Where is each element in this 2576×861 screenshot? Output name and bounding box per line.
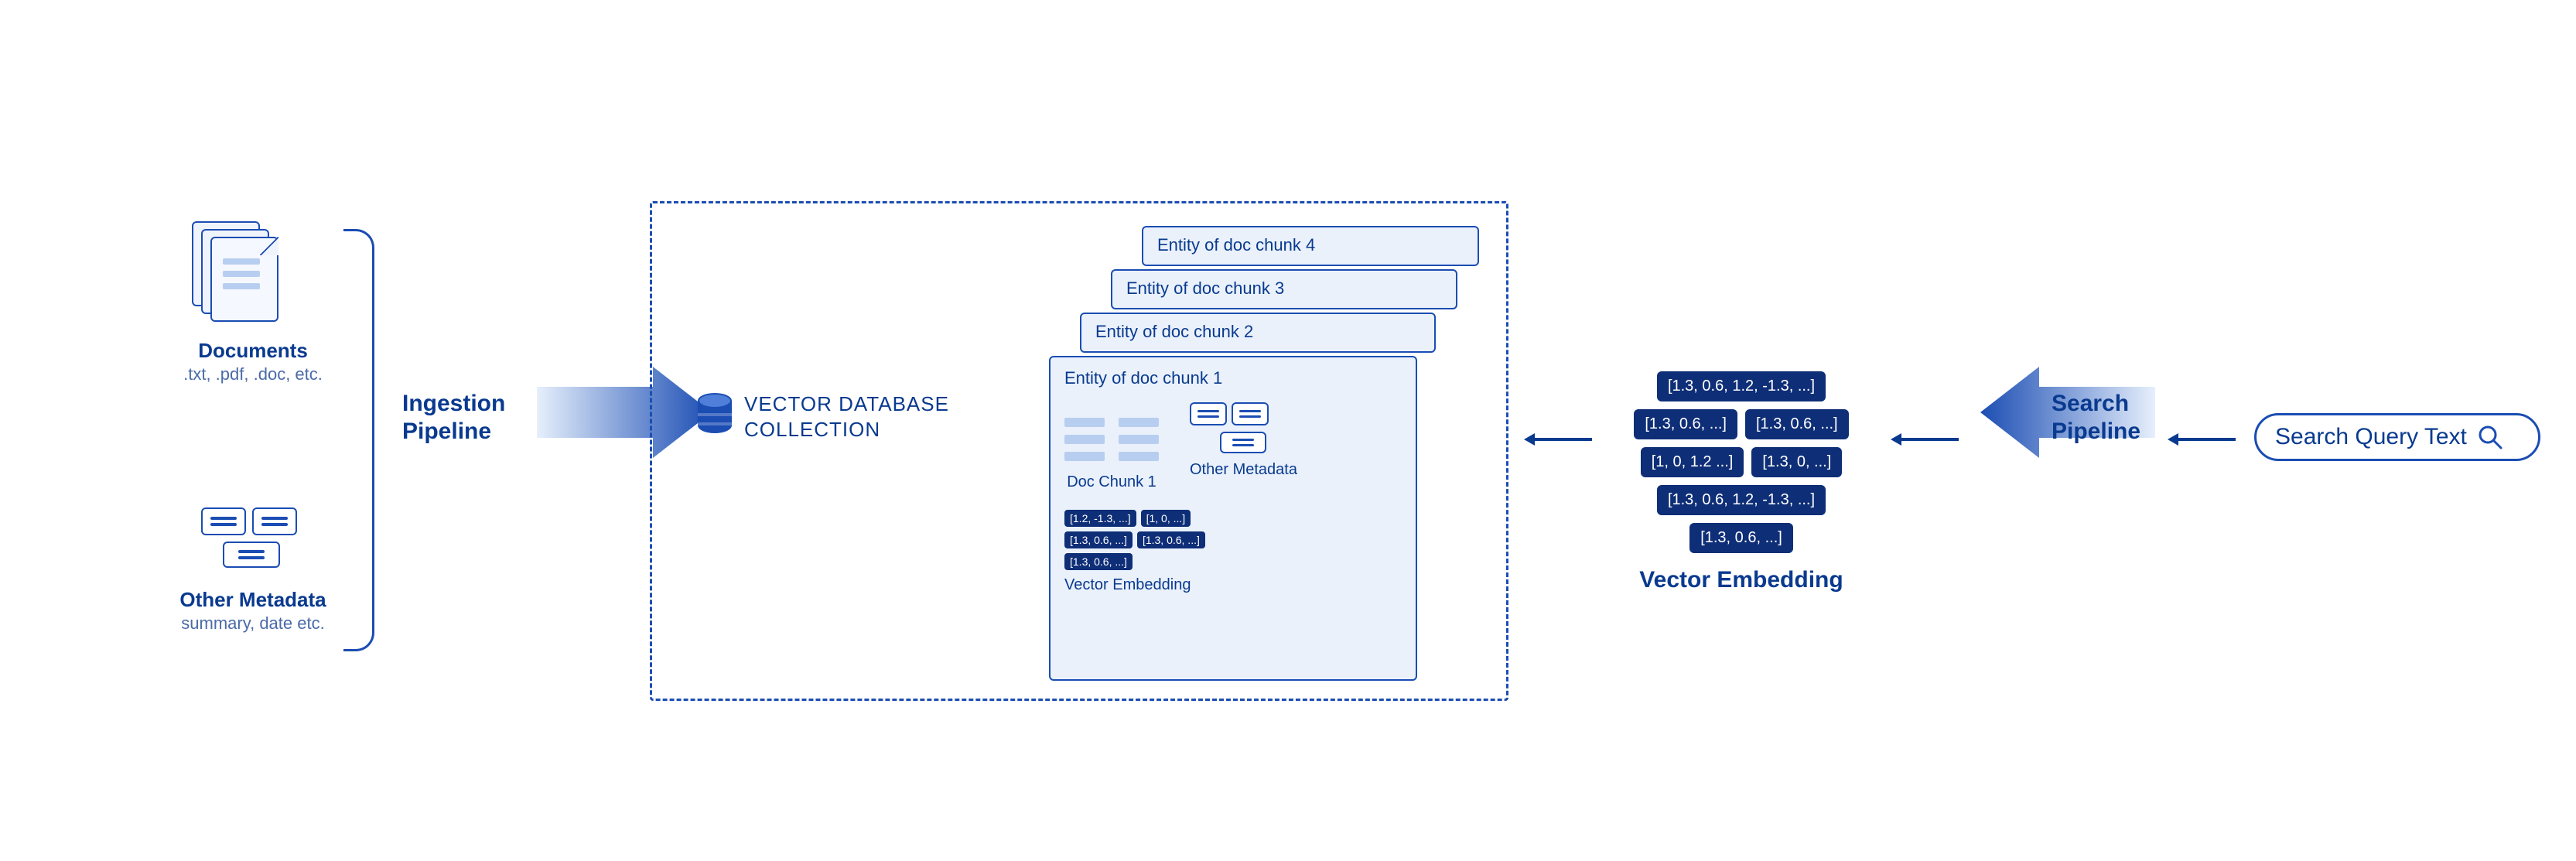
entity-card-3-title: Entity of doc chunk 3 — [1126, 278, 1442, 299]
vector-db-title-l1: VECTOR DATABASE — [744, 392, 949, 415]
ingestion-label: Ingestion Pipeline — [402, 390, 505, 446]
vec-small-1: [1, 0, ...] — [1141, 510, 1191, 527]
vector-db-title-l2: COLLECTION — [744, 418, 880, 441]
center-embedding-label: Vector Embedding — [1606, 567, 1877, 593]
entity-card-3: Entity of doc chunk 3 — [1111, 269, 1457, 309]
vec-small-4: [1.3, 0.6, ...] — [1064, 553, 1133, 570]
search-pipeline-label: Search Pipeline — [2052, 390, 2140, 446]
arrow-embedding-to-db — [1522, 430, 1594, 449]
vec-big-5: [1.3, 0.6, 1.2, -1.3, ...] — [1657, 485, 1826, 515]
metadata-title: Other Metadata — [172, 588, 334, 612]
database-icon — [698, 393, 732, 433]
vec-big-2: [1.3, 0.6, ...] — [1745, 409, 1849, 439]
vec-big-1: [1.3, 0.6, ...] — [1634, 409, 1737, 439]
search-icon — [2476, 423, 2504, 451]
entity-card-4: Entity of doc chunk 4 — [1142, 226, 1479, 266]
search-label-l2: Pipeline — [2052, 419, 2140, 444]
vec-small-0: [1.2, -1.3, ...] — [1064, 510, 1136, 527]
ingestion-label-l2: Pipeline — [402, 419, 491, 444]
metadata-label-block: Other Metadata summary, date etc. — [172, 588, 334, 634]
entity-card-2: Entity of doc chunk 2 — [1080, 313, 1436, 353]
entity-card-2-title: Entity of doc chunk 2 — [1095, 322, 1420, 342]
documents-icon — [192, 221, 285, 330]
vec-big-3: [1, 0, 1.2 ...] — [1641, 447, 1744, 477]
entity-card-1-title: Entity of doc chunk 1 — [1064, 368, 1402, 388]
ingestion-label-l1: Ingestion — [402, 391, 505, 416]
metadata-icon — [201, 507, 302, 577]
documents-label-block: Documents .txt, .pdf, .doc, etc. — [179, 339, 326, 384]
vector-db-title: VECTOR DATABASE COLLECTION — [744, 391, 949, 442]
vec-big-6: [1.3, 0.6, ...] — [1689, 523, 1793, 553]
source-bracket — [343, 229, 374, 651]
search-query-box[interactable]: Search Query Text — [2254, 413, 2540, 461]
entity-vector-label: Vector Embedding — [1064, 576, 1402, 594]
metadata-sub: summary, date etc. — [172, 613, 334, 634]
entity-metadata-block: Other Metadata — [1190, 402, 1297, 491]
search-label-l1: Search — [2052, 391, 2129, 416]
documents-title: Documents — [179, 339, 326, 363]
doc-chunk-block: Doc Chunk 1 — [1064, 402, 1159, 491]
arrow-query-to-search — [2166, 430, 2237, 449]
vec-small-3: [1.3, 0.6, ...] — [1137, 531, 1205, 548]
doc-chunk-label: Doc Chunk 1 — [1064, 473, 1159, 491]
arrow-search-to-embedding — [1889, 430, 1960, 449]
search-query-text: Search Query Text — [2275, 424, 2467, 450]
entity-card-1: Entity of doc chunk 1 Doc Chunk 1 Other … — [1049, 356, 1417, 681]
documents-sub: .txt, .pdf, .doc, etc. — [179, 364, 326, 384]
center-embedding-block: [1.3, 0.6, 1.2, -1.3, ...] [1.3, 0.6, ..… — [1606, 371, 1877, 593]
vec-small-2: [1.3, 0.6, ...] — [1064, 531, 1133, 548]
entity-card-4-title: Entity of doc chunk 4 — [1157, 235, 1464, 255]
entity-metadata-label: Other Metadata — [1190, 461, 1297, 479]
entity-vector-block: [1.2, -1.3, ...] [1, 0, ...] [1.3, 0.6, … — [1064, 510, 1402, 594]
vec-big-0: [1.3, 0.6, 1.2, -1.3, ...] — [1657, 371, 1826, 401]
vec-big-4: [1.3, 0, ...] — [1751, 447, 1842, 477]
